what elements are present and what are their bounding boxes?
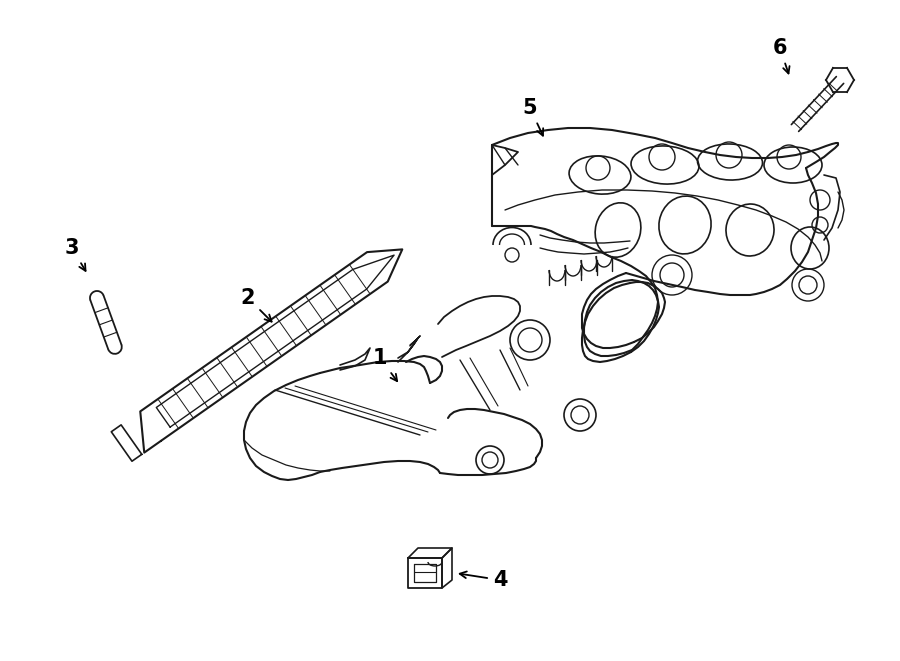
- Text: 4: 4: [460, 570, 508, 590]
- Text: 5: 5: [523, 98, 544, 136]
- Text: 1: 1: [373, 348, 397, 381]
- Text: 2: 2: [241, 288, 272, 322]
- Text: 6: 6: [773, 38, 789, 73]
- Text: 3: 3: [65, 238, 86, 271]
